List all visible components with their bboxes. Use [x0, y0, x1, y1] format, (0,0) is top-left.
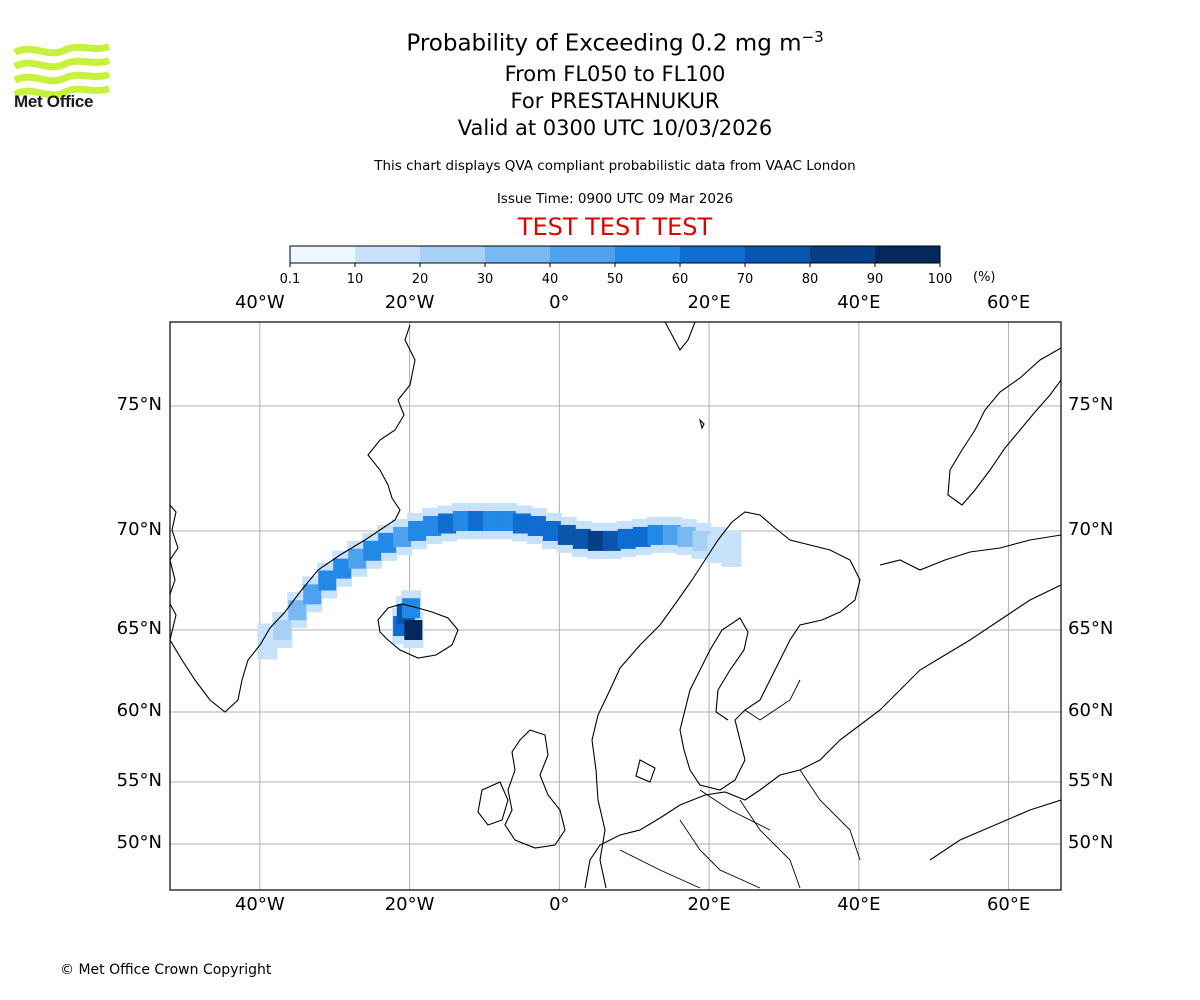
lat-label-left: 65°N — [116, 618, 162, 639]
plume-cell — [512, 513, 531, 534]
copyright: © Met Office Crown Copyright — [60, 962, 272, 978]
plume-cell — [408, 521, 427, 541]
scandinavia-coast — [591, 511, 861, 889]
lat-label-left: 75°N — [116, 394, 162, 415]
lon-label-top: 20°E — [687, 292, 731, 313]
europe-coast — [584, 584, 1061, 889]
plume-cell — [572, 528, 591, 549]
lon-label-top: 60°E — [986, 292, 1031, 313]
plume-cell — [378, 532, 397, 553]
plume-cell — [527, 516, 546, 536]
plume-cell — [288, 600, 307, 621]
lat-label-right: 50°N — [1068, 832, 1114, 853]
plume-cell — [333, 558, 352, 579]
plume-cell — [402, 598, 421, 619]
lat-label-right: 65°N — [1068, 618, 1114, 639]
plume-cell — [542, 521, 561, 541]
plume-cell — [662, 524, 681, 545]
lat-label-left: 55°N — [116, 770, 162, 791]
lon-label-bottom: 20°W — [384, 894, 435, 915]
lon-label-bottom: 40°E — [837, 894, 881, 915]
subtitle: This chart displays QVA compliant probab… — [374, 158, 856, 174]
lon-label-bottom: 0° — [549, 894, 570, 915]
met-office-waves-icon — [13, 43, 111, 99]
plume-cell — [557, 524, 576, 545]
lon-label-top: 20°W — [384, 292, 435, 313]
plume-cell — [438, 513, 457, 534]
plume-cell — [497, 511, 516, 531]
lon-label-top: 40°E — [837, 292, 881, 313]
lat-label-left: 50°N — [116, 832, 162, 853]
plume-cell — [348, 548, 367, 569]
lat-label-right: 60°N — [1068, 700, 1114, 721]
lon-label-bottom: 60°E — [986, 894, 1031, 915]
map-frame — [169, 321, 1062, 891]
lat-label-right: 75°N — [1068, 394, 1114, 415]
plume-cell — [632, 526, 651, 547]
lat-label-left: 60°N — [116, 700, 162, 721]
plume-cell — [617, 528, 636, 549]
plume-cell — [318, 570, 337, 591]
plume-cell — [363, 540, 382, 561]
plume-cell — [677, 526, 696, 547]
plume-cell — [692, 530, 711, 551]
lon-label-top: 0° — [549, 292, 570, 313]
test-banner: TEST TEST TEST — [517, 213, 713, 241]
lat-label-right: 55°N — [1068, 770, 1114, 791]
plume-cell — [303, 584, 322, 605]
plume-cell — [404, 620, 423, 640]
valid-time: Valid at 0300 UTC 10/03/2026 — [457, 116, 773, 140]
greenland-coast — [170, 324, 416, 713]
plume-cell — [587, 530, 606, 551]
plume-cell — [482, 511, 501, 531]
plume-cell — [423, 516, 442, 536]
lon-label-bottom: 40°W — [234, 894, 285, 915]
plume-cell — [273, 620, 292, 640]
volcano-name: For PRESTAHNUKUR — [510, 89, 720, 113]
plume-cell — [467, 511, 486, 531]
plume-cell — [647, 524, 666, 545]
britain-coast — [504, 729, 566, 849]
ireland-coast — [477, 781, 509, 826]
lat-label-left: 70°N — [116, 519, 162, 540]
colorbar-unit: (%) — [973, 270, 996, 285]
plume-cell — [393, 526, 412, 547]
lon-label-top: 40°W — [234, 292, 285, 313]
plume-cell — [453, 511, 472, 531]
svalbard-coast — [664, 322, 696, 351]
plume-cell — [258, 631, 277, 652]
chart-title: Probability of Exceeding 0.2 mg m−3 — [406, 28, 824, 57]
flight-levels: From FL050 to FL100 — [504, 62, 726, 86]
lon-label-bottom: 20°E — [687, 894, 731, 915]
logo-text: Met Office — [14, 92, 94, 111]
plume-cell — [722, 538, 741, 559]
lat-label-right: 70°N — [1068, 519, 1114, 540]
issue-time: Issue Time: 0900 UTC 09 Mar 2026 — [496, 191, 734, 207]
plume-cell — [602, 530, 621, 551]
iceland-coast — [377, 603, 459, 659]
